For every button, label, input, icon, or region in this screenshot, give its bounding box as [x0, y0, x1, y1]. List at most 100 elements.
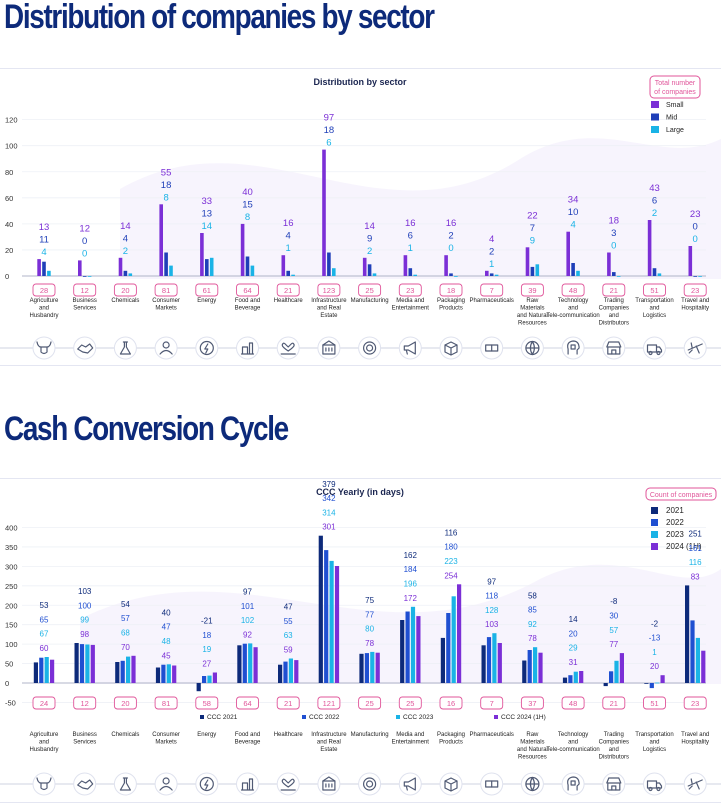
bar-2023-15 [655, 682, 660, 684]
value-label-small: 33 [202, 196, 213, 207]
bar-small-11 [485, 270, 489, 276]
bar-small-15 [647, 220, 652, 276]
bar-2023-6 [288, 658, 293, 683]
bar-2024-1h--6 [294, 660, 299, 683]
value-label-2022: 118 [485, 592, 498, 601]
box-icon-stroke [444, 777, 458, 792]
y-tick-label: 400 [5, 524, 18, 533]
category-label: Markets [155, 306, 176, 312]
bar-large-16 [698, 276, 702, 277]
bottom-legend-swatch [494, 715, 498, 719]
handshake-icon [77, 779, 94, 790]
bar-2024-1h--16 [701, 650, 706, 683]
category-label: Manufacturing [351, 298, 389, 304]
value-label-2023: 116 [689, 558, 702, 567]
head-chip-icon [567, 340, 580, 355]
bar-small-6 [281, 255, 286, 276]
value-label-2021: -21 [201, 617, 213, 626]
y-tick-label: 120 [5, 116, 18, 125]
count-badge-label: 64 [243, 699, 251, 708]
box-icon [444, 341, 458, 356]
truck-icon-stroke [656, 786, 661, 792]
icon-circle [561, 772, 585, 796]
category-label: Hospitality [681, 740, 709, 746]
value-label-large: 0 [611, 241, 616, 252]
bar-small-0 [37, 259, 41, 276]
building-icon [322, 340, 336, 355]
category-label: Chemicals [111, 298, 139, 304]
value-label-2023: 223 [444, 557, 458, 566]
bull-icon [36, 777, 52, 791]
energy-icon-stroke [199, 776, 214, 792]
building-icon-stroke [322, 776, 336, 788]
gear-icon-stroke [366, 344, 374, 352]
count-badge-label: 18 [447, 286, 455, 295]
category-label: Business [73, 298, 97, 304]
value-label-2022: 77 [365, 610, 374, 619]
head-chip-icon-stroke [567, 776, 580, 791]
icon-circle [643, 336, 666, 360]
bar-2023-11 [492, 633, 497, 683]
bar-2023-5 [248, 643, 253, 683]
category-label: Logistics [643, 747, 666, 753]
legend-swatch [651, 531, 658, 538]
value-label-2022: -13 [649, 634, 661, 643]
bar-2021-11 [481, 645, 486, 683]
bar-2022-12 [527, 650, 532, 683]
bar-large-11 [494, 274, 499, 276]
bar-2024-1h--14 [619, 653, 624, 683]
food-icon [240, 778, 255, 791]
legend-title: Total number [655, 80, 696, 87]
page-title-sector-distribution: Distribution of companies by sector [4, 0, 435, 36]
bar-2021-3 [155, 667, 161, 683]
bar-2021-6 [278, 664, 283, 683]
megaphone-icon [403, 341, 416, 355]
icon-circle [73, 336, 97, 360]
count-badge [154, 283, 178, 297]
value-label-2021: 379 [322, 480, 336, 489]
globe-icon [525, 776, 540, 792]
category-label: and [649, 306, 659, 312]
head-chip-icon [567, 776, 580, 791]
bar-2022-8 [364, 653, 369, 683]
value-label-large: 2 [123, 246, 128, 257]
bar-2022-5 [242, 643, 247, 683]
value-label-2024-1h-: 83 [691, 572, 700, 581]
chart-title: CCC Yearly (in days) [316, 487, 404, 497]
category-label: Pharmaceuticals [470, 732, 514, 738]
value-label-mid: 6 [408, 231, 413, 242]
y-tick-label: -50 [5, 698, 16, 707]
bull-icon-stroke [36, 341, 52, 355]
value-label-2021: 162 [404, 551, 418, 560]
gear-icon [363, 341, 377, 355]
value-label-large: 8 [245, 212, 250, 223]
energy-icon-stroke [199, 340, 214, 356]
value-label-mid: 0 [693, 222, 698, 233]
count-badge-label: 20 [121, 286, 129, 295]
bar-2023-8 [370, 651, 375, 683]
count-badge-label: 25 [365, 286, 373, 295]
count-badge [73, 283, 97, 297]
bar-2021-0 [33, 662, 38, 683]
category-label: Distributors [599, 755, 629, 761]
gear-icon-stroke [363, 777, 377, 791]
food-icon-stroke [240, 778, 255, 791]
bar-small-13 [566, 231, 570, 276]
value-label-2021: 47 [284, 603, 293, 612]
value-label-mid: 18 [324, 125, 335, 136]
value-label-2023: 1 [652, 648, 657, 657]
category-label: Products [439, 306, 463, 312]
value-label-large: 0 [693, 234, 698, 245]
value-label-small: 16 [283, 218, 294, 229]
bar-small-9 [403, 255, 408, 276]
energy-icon-stroke [204, 343, 209, 354]
bar-mid-16 [693, 276, 697, 277]
bar-2024-1h--5 [253, 647, 258, 683]
bar-2023-12 [533, 647, 538, 683]
legend-label: 2022 [666, 518, 684, 527]
value-label-large: 4 [41, 247, 46, 258]
box-icon [444, 777, 458, 792]
count-badge [602, 283, 626, 297]
category-label: Beverage [235, 306, 261, 312]
bar-mid-15 [652, 268, 657, 276]
